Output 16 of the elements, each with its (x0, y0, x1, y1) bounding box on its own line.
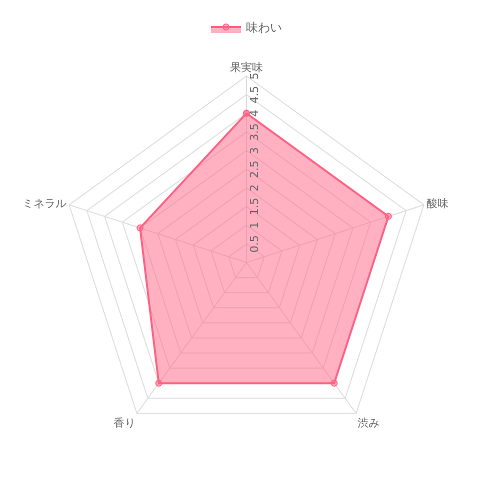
y-tick-label: 4 (248, 110, 261, 117)
y-tick-label: 1.5 (248, 198, 261, 216)
y-tick-label: 2 (248, 184, 261, 192)
y-tick-label: 1 (248, 222, 261, 229)
y-tick-label: 4.5 (248, 86, 261, 104)
y-tick-label: 0.5 (248, 235, 261, 253)
spoke-label: ミネラル (22, 197, 67, 210)
y-tick-label: 5 (248, 72, 261, 80)
spoke-label: 果実味 (230, 61, 263, 74)
y-tick-label: 3 (248, 147, 261, 154)
y-tick-label: 2.5 (248, 160, 261, 178)
legend-label: 味わい (246, 20, 282, 35)
spoke-label: 酸味 (426, 197, 448, 210)
y-tick-label: 3.5 (248, 123, 261, 141)
spoke-label: 渋み (358, 416, 380, 430)
spoke-label: 香り (113, 416, 136, 430)
